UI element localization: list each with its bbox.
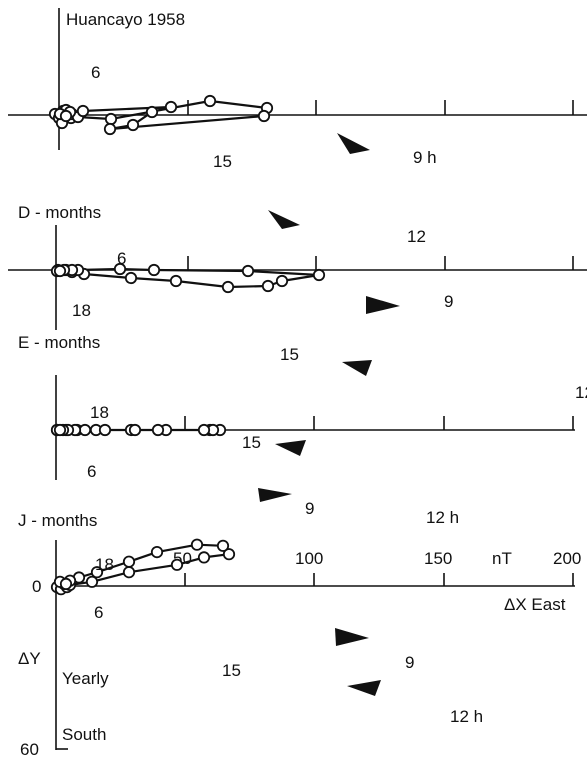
panel2-hour-label-12: 12 (575, 383, 587, 402)
data-point (59, 109, 73, 123)
x-tick-label-100: 100 (295, 549, 323, 568)
panel2-x-ticks (187, 256, 574, 270)
data-point (222, 548, 236, 561)
data-point (241, 264, 255, 278)
data-point (113, 262, 127, 276)
panel3-arrow-right (258, 488, 292, 502)
data-point (53, 264, 67, 278)
x-tick-label-200: 200 (553, 549, 581, 568)
panel2-hour-label-15: 15 (280, 345, 299, 364)
data-point (124, 271, 138, 285)
panel4-hour-label-9: 9 (405, 653, 414, 672)
panel1-hour-label-12: 12 (407, 227, 426, 246)
x-axis-title: ΔX East (504, 595, 566, 614)
panel3-label: J - months (18, 511, 97, 530)
data-point (85, 575, 99, 588)
panel1-x-ticks (187, 100, 574, 115)
panel4-hour-label-12h: 12 h (450, 707, 483, 726)
data-point (145, 105, 159, 119)
data-point (150, 545, 164, 559)
panel3-loop (50, 423, 227, 437)
panel1-hour-label-6: 6 (91, 63, 100, 82)
panel3-hour-label-9: 9 (305, 499, 314, 518)
panel4-hour-label-18: 18 (95, 555, 114, 574)
data-point (147, 263, 161, 277)
data-point (257, 109, 271, 123)
data-point (169, 274, 183, 288)
panel2-arrow-right (366, 296, 400, 314)
panel4-x-ticks (184, 573, 574, 586)
data-point (103, 122, 117, 136)
panel3-hour-label-15: 15 (242, 433, 261, 452)
y-axis-title: ΔY (18, 649, 41, 668)
panel1-arrow-right (337, 133, 370, 154)
y-direction-label: South (62, 725, 106, 744)
data-point (76, 104, 90, 118)
y-tick-label-0: 0 (32, 577, 41, 596)
panel4-hour-label-6: 6 (94, 603, 103, 622)
data-point (203, 94, 217, 108)
data-point (312, 268, 326, 282)
data-point (151, 423, 165, 437)
data-point (122, 566, 136, 579)
panel4-hour-label-15: 15 (222, 661, 241, 680)
panel4-caption: Yearly (62, 669, 109, 688)
data-point (170, 558, 184, 571)
panel1-hour-label-9h: 9 h (413, 148, 437, 167)
data-point (98, 423, 112, 437)
x-unit-label: nT (492, 549, 512, 568)
panel3-arrow-left (275, 440, 306, 456)
panel3-hour-label-18: 18 (90, 403, 109, 422)
data-point (126, 118, 140, 132)
panel3-x-ticks (184, 416, 574, 430)
data-point (122, 555, 136, 568)
data-point (221, 280, 235, 294)
x-tick-label-150: 150 (424, 549, 452, 568)
panel3-hour-label-6: 6 (87, 462, 96, 481)
data-point (216, 539, 230, 552)
panel3-hour-label-12h: 12 h (426, 508, 459, 527)
data-point (53, 423, 67, 437)
data-point (190, 538, 204, 551)
panel4-loop (50, 538, 236, 596)
data-point (261, 279, 275, 293)
panel2-arrow-left (342, 360, 372, 376)
data-point (197, 551, 211, 564)
data-point (128, 423, 142, 437)
data-point (59, 577, 73, 591)
panel1-label: D - months (18, 203, 101, 222)
panel4-arrow-left (347, 680, 381, 696)
panel2-loop (50, 262, 326, 294)
panel1-arrow-left (268, 210, 300, 229)
y-tick-label-60: 60 (20, 740, 39, 758)
panel2-hour-label-18: 18 (72, 301, 91, 320)
data-point (164, 100, 178, 114)
panel1-hour-label-15: 15 (213, 152, 232, 171)
panel2-label: E - months (18, 333, 100, 352)
data-point (275, 274, 289, 288)
panel2-hour-label-6: 6 (117, 249, 126, 268)
data-point (104, 112, 118, 126)
data-point (197, 423, 211, 437)
panel4-arrow-right (335, 628, 369, 646)
chart-title: Huancayo 1958 (66, 10, 185, 29)
data-point (90, 566, 104, 579)
panel2-hour-label-9: 9 (444, 292, 453, 311)
panel1-loop (48, 94, 274, 136)
data-point (78, 423, 92, 437)
